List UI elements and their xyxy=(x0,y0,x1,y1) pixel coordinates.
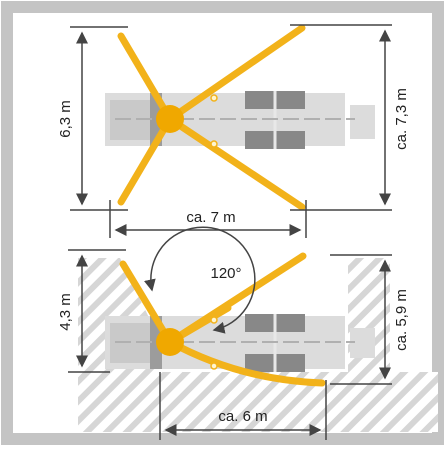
vehicle-bottom xyxy=(105,314,375,372)
depth-dimension-top xyxy=(70,26,128,211)
bottom-diagram: 120° 4,3 m ca. 5,9 m ca. 6 m xyxy=(57,226,438,440)
joint-marker xyxy=(210,94,218,102)
angle-label: 120° xyxy=(210,265,241,282)
boom-pivot-top xyxy=(156,105,184,133)
top-diagram: 6,3 m ca. 7,3 m ca. 7 m xyxy=(57,24,410,238)
span-dimension-top xyxy=(290,24,392,211)
rotation-arc xyxy=(143,226,256,334)
outrigger-arms-top xyxy=(117,24,306,211)
width-dimension-top xyxy=(109,200,307,238)
boom-pivot-bottom xyxy=(156,328,184,356)
depth-label-bottom: 4,3 m xyxy=(57,293,74,331)
depth-dimension-bottom xyxy=(68,249,126,373)
span-label-top: ca. 7,3 m xyxy=(393,88,410,150)
depth-label-top: 6,3 m xyxy=(57,100,74,138)
width-label-bottom: ca. 6 m xyxy=(218,408,267,425)
joint-marker xyxy=(210,362,218,370)
obstacle-area xyxy=(78,372,438,432)
joint-marker xyxy=(210,316,218,324)
width-dimension-bottom xyxy=(159,372,327,440)
width-label-top: ca. 7 m xyxy=(186,209,235,226)
span-dimension-bottom xyxy=(330,254,392,385)
span-label-bottom: ca. 5,9 m xyxy=(393,289,410,351)
vehicle-top xyxy=(105,91,375,149)
joint-marker xyxy=(210,140,218,148)
